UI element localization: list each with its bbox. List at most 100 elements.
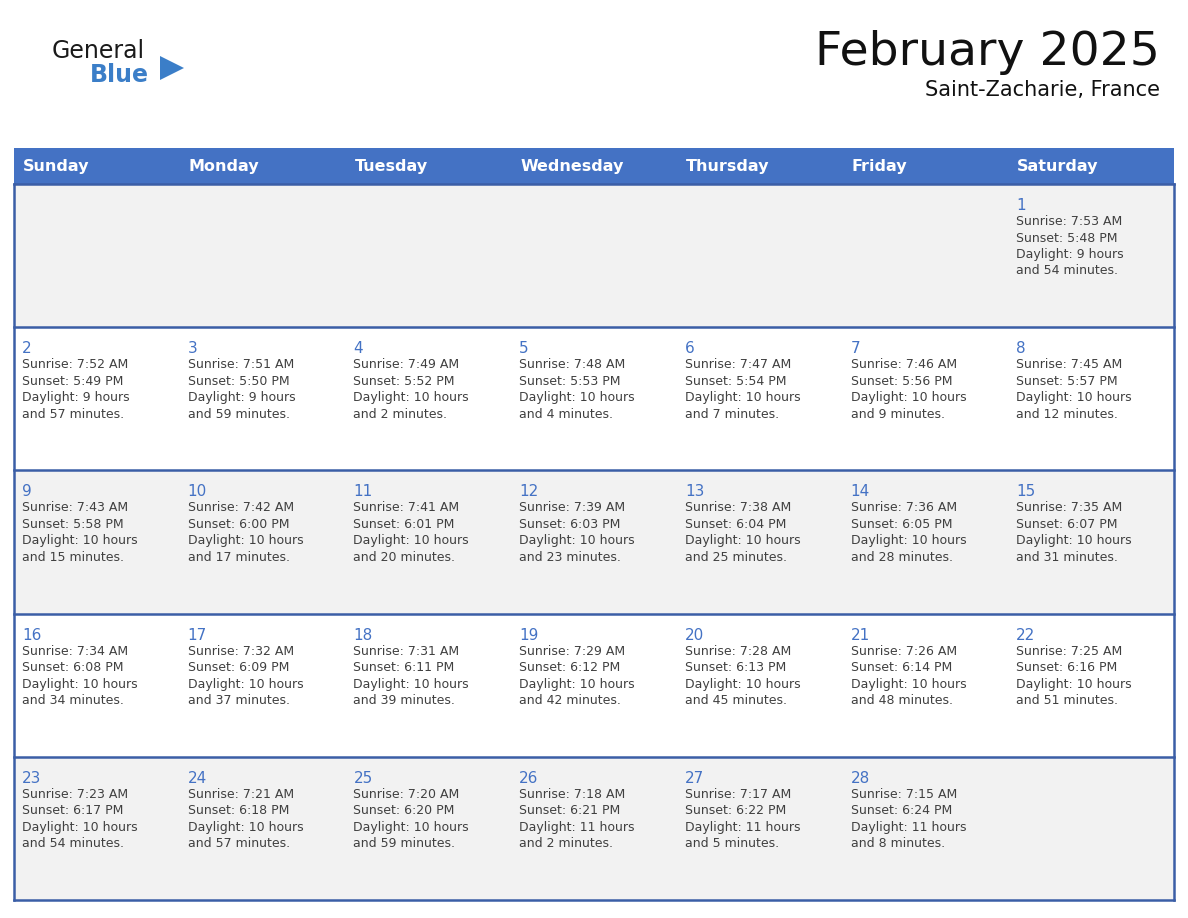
Text: Sunrise: 7:25 AM: Sunrise: 7:25 AM (1016, 644, 1123, 657)
Text: and 17 minutes.: and 17 minutes. (188, 551, 290, 564)
Text: 28: 28 (851, 771, 870, 786)
Text: 14: 14 (851, 485, 870, 499)
Text: and 37 minutes.: and 37 minutes. (188, 694, 290, 707)
Text: 27: 27 (684, 771, 704, 786)
Text: Daylight: 10 hours: Daylight: 10 hours (188, 677, 303, 690)
Text: Sunset: 6:08 PM: Sunset: 6:08 PM (23, 661, 124, 674)
Text: Sunset: 5:48 PM: Sunset: 5:48 PM (1016, 231, 1118, 244)
Text: Sunset: 5:58 PM: Sunset: 5:58 PM (23, 518, 124, 531)
Text: Daylight: 10 hours: Daylight: 10 hours (1016, 391, 1132, 404)
Text: Sunset: 6:12 PM: Sunset: 6:12 PM (519, 661, 620, 674)
Text: 25: 25 (353, 771, 373, 786)
Text: Sunrise: 7:41 AM: Sunrise: 7:41 AM (353, 501, 460, 514)
Text: Sunset: 6:11 PM: Sunset: 6:11 PM (353, 661, 455, 674)
Text: 5: 5 (519, 341, 529, 356)
Text: Friday: Friday (852, 159, 908, 174)
Text: 10: 10 (188, 485, 207, 499)
Text: Daylight: 10 hours: Daylight: 10 hours (851, 534, 966, 547)
Text: Daylight: 9 hours: Daylight: 9 hours (1016, 248, 1124, 261)
Text: 2: 2 (23, 341, 32, 356)
Text: Sunset: 6:13 PM: Sunset: 6:13 PM (684, 661, 786, 674)
Text: Daylight: 10 hours: Daylight: 10 hours (851, 391, 966, 404)
Text: Sunset: 6:00 PM: Sunset: 6:00 PM (188, 518, 289, 531)
Text: Daylight: 10 hours: Daylight: 10 hours (851, 677, 966, 690)
Polygon shape (160, 56, 184, 80)
Text: and 45 minutes.: and 45 minutes. (684, 694, 786, 707)
Text: 26: 26 (519, 771, 538, 786)
Text: Sunset: 6:18 PM: Sunset: 6:18 PM (188, 804, 289, 817)
Text: and 34 minutes.: and 34 minutes. (23, 694, 124, 707)
Text: and 57 minutes.: and 57 minutes. (23, 408, 124, 420)
Text: Sunset: 6:07 PM: Sunset: 6:07 PM (1016, 518, 1118, 531)
Text: Daylight: 11 hours: Daylight: 11 hours (684, 821, 801, 834)
Text: and 39 minutes.: and 39 minutes. (353, 694, 455, 707)
Bar (14, 327, 1174, 470)
Text: Daylight: 11 hours: Daylight: 11 hours (851, 821, 966, 834)
Text: Sunset: 6:17 PM: Sunset: 6:17 PM (23, 804, 124, 817)
Text: 17: 17 (188, 628, 207, 643)
Text: Sunset: 6:09 PM: Sunset: 6:09 PM (188, 661, 289, 674)
Text: Sunset: 5:57 PM: Sunset: 5:57 PM (1016, 375, 1118, 387)
Text: and 59 minutes.: and 59 minutes. (353, 837, 455, 850)
Text: 6: 6 (684, 341, 695, 356)
Text: Sunrise: 7:15 AM: Sunrise: 7:15 AM (851, 788, 956, 800)
Text: Wednesday: Wednesday (520, 159, 624, 174)
Text: 8: 8 (1016, 341, 1026, 356)
Text: Sunset: 5:50 PM: Sunset: 5:50 PM (188, 375, 290, 387)
Text: and 5 minutes.: and 5 minutes. (684, 837, 779, 850)
Text: and 31 minutes.: and 31 minutes. (1016, 551, 1118, 564)
Text: Daylight: 10 hours: Daylight: 10 hours (23, 821, 138, 834)
Text: 7: 7 (851, 341, 860, 356)
Text: Sunrise: 7:48 AM: Sunrise: 7:48 AM (519, 358, 625, 371)
Text: 18: 18 (353, 628, 373, 643)
Text: and 28 minutes.: and 28 minutes. (851, 551, 953, 564)
Bar (14, 184, 1174, 327)
Bar (14, 470, 1174, 613)
Text: Daylight: 10 hours: Daylight: 10 hours (23, 534, 138, 547)
Text: Daylight: 10 hours: Daylight: 10 hours (1016, 677, 1132, 690)
Text: 15: 15 (1016, 485, 1036, 499)
Text: Sunset: 5:54 PM: Sunset: 5:54 PM (684, 375, 786, 387)
Text: 24: 24 (188, 771, 207, 786)
Text: Sunset: 6:21 PM: Sunset: 6:21 PM (519, 804, 620, 817)
Text: Sunrise: 7:34 AM: Sunrise: 7:34 AM (23, 644, 128, 657)
Text: Daylight: 10 hours: Daylight: 10 hours (684, 677, 801, 690)
Text: Daylight: 10 hours: Daylight: 10 hours (188, 534, 303, 547)
Text: and 2 minutes.: and 2 minutes. (519, 837, 613, 850)
Text: Sunrise: 7:43 AM: Sunrise: 7:43 AM (23, 501, 128, 514)
Text: Daylight: 10 hours: Daylight: 10 hours (353, 677, 469, 690)
Text: 9: 9 (23, 485, 32, 499)
Text: and 9 minutes.: and 9 minutes. (851, 408, 944, 420)
Text: Daylight: 10 hours: Daylight: 10 hours (684, 391, 801, 404)
Text: and 59 minutes.: and 59 minutes. (188, 408, 290, 420)
Text: Daylight: 10 hours: Daylight: 10 hours (519, 534, 634, 547)
Text: Sunset: 5:53 PM: Sunset: 5:53 PM (519, 375, 620, 387)
Text: Sunrise: 7:53 AM: Sunrise: 7:53 AM (1016, 215, 1123, 228)
Text: Sunset: 6:01 PM: Sunset: 6:01 PM (353, 518, 455, 531)
Text: and 8 minutes.: and 8 minutes. (851, 837, 944, 850)
Text: Sunrise: 7:39 AM: Sunrise: 7:39 AM (519, 501, 625, 514)
Text: Sunrise: 7:23 AM: Sunrise: 7:23 AM (23, 788, 128, 800)
Text: and 2 minutes.: and 2 minutes. (353, 408, 448, 420)
Text: Sunrise: 7:52 AM: Sunrise: 7:52 AM (23, 358, 128, 371)
Text: Sunrise: 7:29 AM: Sunrise: 7:29 AM (519, 644, 625, 657)
Text: Sunset: 6:22 PM: Sunset: 6:22 PM (684, 804, 786, 817)
Text: and 7 minutes.: and 7 minutes. (684, 408, 779, 420)
Bar (14, 148, 1174, 184)
Text: Sunrise: 7:18 AM: Sunrise: 7:18 AM (519, 788, 625, 800)
Text: and 4 minutes.: and 4 minutes. (519, 408, 613, 420)
Text: Daylight: 11 hours: Daylight: 11 hours (519, 821, 634, 834)
Text: Sunrise: 7:31 AM: Sunrise: 7:31 AM (353, 644, 460, 657)
Text: Sunrise: 7:26 AM: Sunrise: 7:26 AM (851, 644, 956, 657)
Text: Sunset: 6:14 PM: Sunset: 6:14 PM (851, 661, 952, 674)
Text: Saturday: Saturday (1017, 159, 1099, 174)
Text: Thursday: Thursday (685, 159, 770, 174)
Text: 11: 11 (353, 485, 373, 499)
Text: Sunrise: 7:45 AM: Sunrise: 7:45 AM (1016, 358, 1123, 371)
Text: Sunset: 5:56 PM: Sunset: 5:56 PM (851, 375, 952, 387)
Text: Sunset: 6:24 PM: Sunset: 6:24 PM (851, 804, 952, 817)
Text: Sunrise: 7:32 AM: Sunrise: 7:32 AM (188, 644, 293, 657)
Bar (14, 613, 1174, 756)
Text: Daylight: 10 hours: Daylight: 10 hours (353, 534, 469, 547)
Text: and 42 minutes.: and 42 minutes. (519, 694, 621, 707)
